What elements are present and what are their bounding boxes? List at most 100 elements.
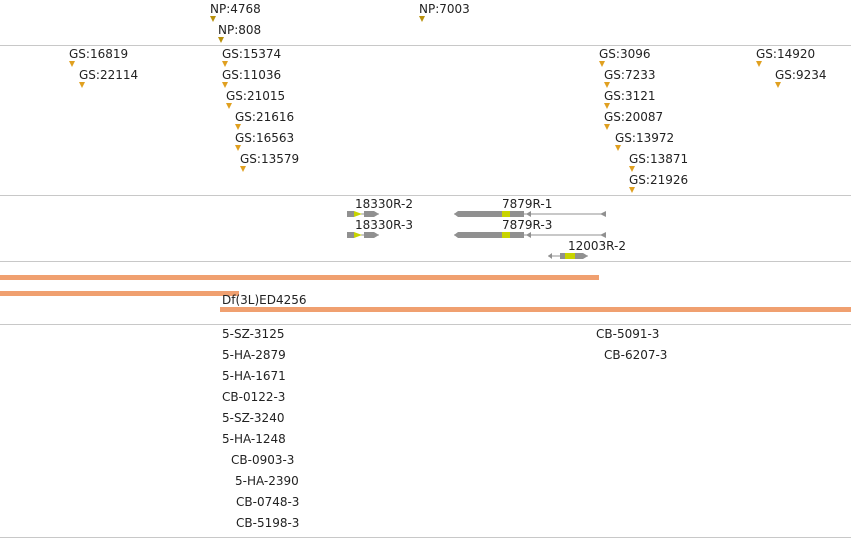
insertion-marker-icon xyxy=(604,124,610,130)
feature-label: 5-SZ-3240 xyxy=(222,411,285,425)
feature-label: NP:7003 xyxy=(419,2,470,16)
insertion-feature[interactable]: CB-6207-3 xyxy=(604,348,667,362)
insertion-marker-icon xyxy=(756,61,762,67)
feature-label: 5-HA-2390 xyxy=(235,474,299,488)
feature-label: CB-5198-3 xyxy=(236,516,300,530)
insertion-marker-icon xyxy=(222,82,228,88)
feature-label: NP:808 xyxy=(218,23,262,37)
insertion-marker-icon xyxy=(218,37,224,43)
feature-label: 7879R-1 xyxy=(502,197,553,211)
feature-label: CB-0748-3 xyxy=(236,495,300,509)
insertion-feature[interactable]: CB-5198-3 xyxy=(236,516,299,530)
transcript-feature[interactable]: 12003R-2 xyxy=(548,239,638,261)
gs-feature[interactable]: GS:21015 xyxy=(226,89,286,109)
gs-feature[interactable]: GS:13972 xyxy=(615,131,675,151)
feature-label: GS:13871 xyxy=(629,152,689,166)
gs-feature[interactable]: GS:16563 xyxy=(235,131,294,151)
feature-label: 12003R-2 xyxy=(568,239,626,253)
insertion-marker-icon xyxy=(210,16,216,22)
track-separator xyxy=(0,195,851,196)
deficiency-bar xyxy=(0,291,239,296)
feature-label: 5-HA-1248 xyxy=(222,432,286,446)
gs-feature[interactable]: GS:7233 xyxy=(604,68,656,88)
transcript-model-icon xyxy=(548,253,588,259)
feature-label: GS:7233 xyxy=(604,68,656,82)
insertion-marker-icon xyxy=(615,145,621,151)
feature-label: CB-0903-3 xyxy=(231,453,295,467)
insertion-feature[interactable]: 5-SZ-3125 xyxy=(222,327,284,341)
feature-label: GS:3096 xyxy=(599,47,651,61)
gs-feature[interactable]: GS:3121 xyxy=(604,89,656,109)
gs-feature[interactable]: GS:9234 xyxy=(775,68,827,88)
np-track: NP:4768 NP:808 NP:7003 xyxy=(0,0,851,45)
insertion-feature[interactable]: CB-0903-3 xyxy=(231,453,294,467)
feature-label: 7879R-3 xyxy=(502,218,553,232)
feature-label: GS:13972 xyxy=(615,131,675,145)
gs-feature[interactable]: GS:20087 xyxy=(604,110,663,130)
feature-label: GS:21616 xyxy=(235,110,295,124)
insertion-feature[interactable]: 5-HA-1248 xyxy=(222,432,286,446)
insertion-feature[interactable]: 5-HA-2390 xyxy=(235,474,299,488)
gs-feature[interactable]: GS:11036 xyxy=(222,68,282,88)
transcript-feature[interactable]: 18330R-3 xyxy=(347,218,413,242)
insertion-marker-icon xyxy=(419,16,425,22)
feature-label: 5-HA-2879 xyxy=(222,348,286,362)
deficiency-track: Df(3L)ED4256 xyxy=(0,262,851,324)
track-separator xyxy=(0,537,851,538)
feature-label: Df(3L)ED4256 xyxy=(222,293,307,307)
gs-feature[interactable]: GS:13579 xyxy=(240,152,300,172)
feature-label: GS:13579 xyxy=(240,152,300,166)
insertion-feature[interactable]: CB-0748-3 xyxy=(236,495,299,509)
gs-feature[interactable]: GS:14920 xyxy=(756,47,815,67)
feature-label: 18330R-3 xyxy=(355,218,413,232)
transcript-model-icon xyxy=(454,232,606,238)
insertion-marker-icon xyxy=(604,103,610,109)
gs-feature[interactable]: GS:3096 xyxy=(599,47,651,67)
insertion-feature[interactable]: 5-SZ-3240 xyxy=(222,411,284,425)
feature-label: NP:4768 xyxy=(210,2,261,16)
transcript-feature[interactable]: 7879R-1 xyxy=(454,197,614,221)
feature-label: 5-HA-1671 xyxy=(222,369,286,383)
insertion-track: 5-SZ-3125 5-HA-2879 5-HA-1671 CB-0122-3 … xyxy=(0,325,851,537)
deficiency-feature[interactable]: Df(3L)ED4256 xyxy=(220,293,851,313)
feature-label: GS:11036 xyxy=(222,68,282,82)
transcript-feature[interactable]: 18330R-2 xyxy=(347,197,413,221)
insertion-marker-icon xyxy=(79,82,85,88)
np-feature[interactable]: NP:4768 xyxy=(210,2,261,22)
gs-feature[interactable]: GS:13871 xyxy=(629,152,689,172)
gs-feature[interactable]: GS:15374 xyxy=(222,47,282,67)
gs-feature[interactable]: GS:22114 xyxy=(79,68,138,88)
insertion-feature[interactable]: CB-0122-3 xyxy=(222,390,285,404)
insertion-marker-icon xyxy=(240,166,246,172)
track-separator xyxy=(0,261,851,262)
gs-feature[interactable]: GS:16819 xyxy=(69,47,128,67)
transcript-model-icon xyxy=(347,211,379,217)
transcript-model-icon xyxy=(347,232,379,238)
insertion-marker-icon xyxy=(629,187,635,193)
gs-track: GS:16819 GS:22114 GS:15374 GS:11036 GS:2… xyxy=(0,46,851,195)
insertion-marker-icon xyxy=(226,103,232,109)
feature-label: CB-6207-3 xyxy=(604,348,668,362)
np-feature[interactable]: NP:7003 xyxy=(419,2,470,22)
feature-label: GS:3121 xyxy=(604,89,656,103)
insertion-feature[interactable]: CB-5091-3 xyxy=(596,327,659,341)
deficiency-bar xyxy=(0,275,599,280)
transcript-feature[interactable]: 7879R-3 xyxy=(454,218,614,242)
insertion-feature[interactable]: 5-HA-2879 xyxy=(222,348,286,362)
insertion-marker-icon xyxy=(235,145,241,151)
insertion-marker-icon xyxy=(604,82,610,88)
feature-label: CB-5091-3 xyxy=(596,327,660,341)
np-feature[interactable]: NP:808 xyxy=(218,23,262,43)
insertion-marker-icon xyxy=(629,166,635,172)
insertion-marker-icon xyxy=(69,61,75,67)
deficiency-feature[interactable] xyxy=(0,291,239,297)
feature-label: 5-SZ-3125 xyxy=(222,327,285,341)
feature-label: GS:15374 xyxy=(222,47,282,61)
deficiency-feature[interactable] xyxy=(0,275,599,281)
gs-feature[interactable]: GS:21616 xyxy=(235,110,295,130)
feature-label: CB-0122-3 xyxy=(222,390,286,404)
gs-feature[interactable]: GS:21926 xyxy=(629,173,688,193)
insertion-feature[interactable]: 5-HA-1671 xyxy=(222,369,286,383)
insertion-marker-icon xyxy=(222,61,228,67)
feature-label: GS:21015 xyxy=(226,89,286,103)
